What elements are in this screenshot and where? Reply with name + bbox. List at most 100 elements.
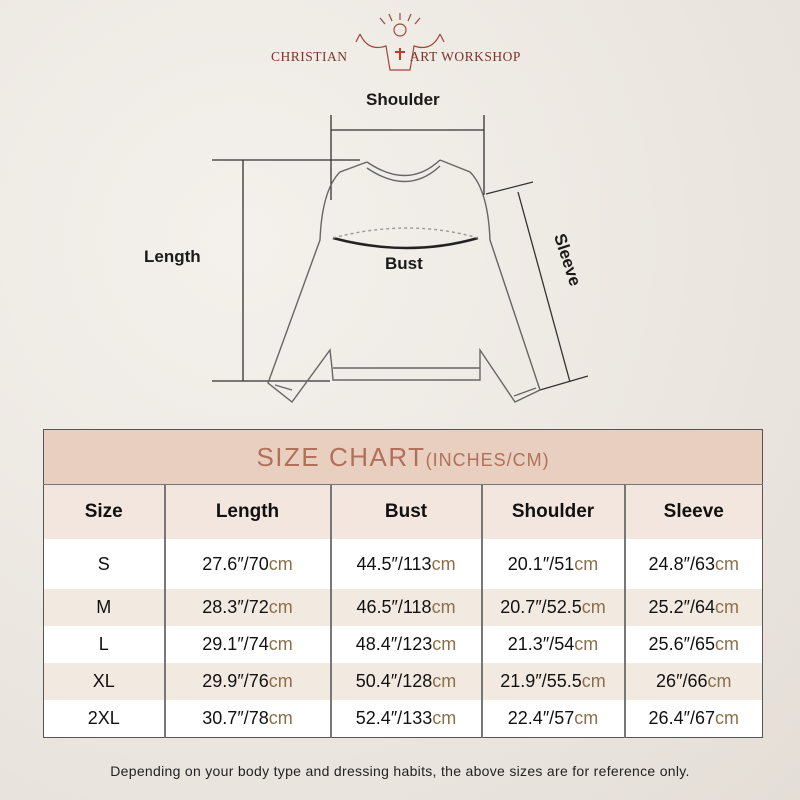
cm-unit: cm: [581, 597, 606, 617]
inch-mark: ″/: [237, 634, 249, 654]
cm-value: 72: [248, 597, 269, 617]
size-cell: L: [43, 626, 165, 663]
table-row: S 27.6″/70cm 44.5″/113cm 20.1″/51cm 24.8″/63…: [43, 539, 763, 589]
cm-unit: cm: [432, 671, 457, 691]
measurement-cell: 20.1″/51cm: [480, 539, 625, 589]
inch-mark: ″/: [542, 634, 555, 654]
inch-mark: ″/: [683, 553, 695, 574]
inch-value: 30.7: [202, 708, 238, 728]
cm-unit: cm: [431, 553, 456, 574]
cm-unit: cm: [432, 708, 457, 728]
inch-mark: ″/: [390, 708, 403, 728]
inch-value: 44.5: [356, 553, 392, 574]
inch-mark: ″/: [390, 634, 403, 654]
cm-unit: cm: [431, 597, 456, 617]
cm-unit: cm: [715, 634, 739, 654]
cm-value: 52.5: [546, 597, 582, 617]
cm-value: 55.5: [546, 671, 582, 691]
bust-label: Bust: [385, 254, 423, 273]
cm-unit: cm: [268, 634, 293, 654]
cm-unit: cm: [581, 671, 606, 691]
inch-mark: ″/: [542, 553, 555, 574]
measurement-cell: 29.1″/74cm: [163, 626, 331, 663]
cm-unit: cm: [707, 671, 732, 691]
sweater-outline: [267, 159, 541, 404]
inch-value: 28.3: [202, 597, 238, 617]
cm-unit: cm: [574, 634, 599, 654]
inch-mark: ″/: [237, 671, 249, 691]
inch-value: 21.3: [507, 634, 543, 654]
measurement-cell: 21.3″/54cm: [480, 626, 625, 663]
size-cell: M: [43, 589, 165, 626]
measurement-cell: 24.8″/63cm: [623, 539, 763, 589]
cm-value: 70: [248, 553, 269, 574]
inch-mark: ″/: [535, 671, 547, 691]
measurement-cell: 48.4″/123cm: [329, 626, 482, 663]
inch-mark: ″/: [390, 671, 403, 691]
inch-mark: ″/: [683, 634, 695, 654]
inch-mark: ″/: [237, 597, 249, 617]
cm-unit: cm: [715, 708, 739, 728]
inch-value: 52.4: [355, 708, 391, 728]
inch-mark: ″/: [683, 708, 695, 728]
inch-value: 48.4: [355, 634, 391, 654]
cm-value: 67: [694, 708, 715, 728]
cm-value: 78: [248, 708, 269, 728]
inch-value: 26.4: [648, 708, 684, 728]
measurement-cell: 46.5″/118cm: [329, 589, 482, 626]
inch-value: 20.1: [507, 553, 543, 574]
brand-name-right: ART WORKSHOP: [410, 49, 521, 64]
measurement-cell: 25.6″/65cm: [623, 626, 763, 663]
measurement-cell: 44.5″/113cm: [329, 539, 482, 589]
cm-unit: cm: [715, 553, 739, 574]
cm-unit: cm: [432, 634, 457, 654]
cm-unit: cm: [715, 597, 739, 617]
table-row: XL 29.9″/76cm 50.4″/128cm 21.9″/55.5cm 26″/6…: [43, 663, 763, 700]
shoulder-label: Shoulder: [366, 90, 440, 109]
title-text: SIZE CHART: [256, 441, 426, 472]
table-row: L 29.1″/74cm 48.4″/123cm 21.3″/54cm 25.6″/65…: [43, 626, 763, 663]
cm-value: 118: [402, 597, 432, 617]
inch-value: 25.6: [648, 634, 684, 654]
title-units: (INCHES/CM): [425, 449, 550, 470]
inch-value: 24.8: [648, 553, 684, 574]
inch-value: 22.4: [507, 708, 543, 728]
measurement-cell: 50.4″/128cm: [329, 663, 482, 700]
cm-value: 128: [402, 671, 433, 691]
measurement-cell: 22.4″/57cm: [480, 700, 625, 738]
measurement-cell: 25.2″/64cm: [623, 589, 763, 626]
sweater-diagram: [212, 115, 589, 404]
inch-mark: ″/: [391, 553, 403, 574]
inch-mark: ″/: [542, 708, 555, 728]
measurement-cell: 52.4″/133cm: [329, 700, 482, 738]
cm-value: 54: [554, 634, 575, 654]
jesus-logo-icon: [355, 13, 445, 71]
header-shoulder: Shoulder: [480, 484, 625, 539]
cm-value: 76: [248, 671, 269, 691]
inch-mark: ″/: [391, 597, 403, 617]
inch-value: 21.9: [500, 671, 536, 691]
measurement-cell: 28.3″/72cm: [163, 589, 331, 626]
sleeve-measure-line: [517, 191, 571, 383]
brand-name-left: CHRISTIAN: [271, 49, 348, 64]
inch-mark: ″/: [535, 597, 547, 617]
measurement-cell: 29.9″/76cm: [163, 663, 331, 700]
inch-mark: ″/: [237, 553, 249, 574]
cm-value: 51: [554, 553, 575, 574]
cm-unit: cm: [268, 553, 293, 574]
cm-value: 65: [694, 634, 715, 654]
inch-value: 29.1: [202, 634, 238, 654]
size-cell: S: [43, 539, 165, 589]
cm-value: 133: [402, 708, 433, 728]
table-row: M 28.3″/72cm 46.5″/118cm 20.7″/52.5cm 25.2″/…: [43, 589, 763, 626]
length-label: Length: [144, 247, 201, 266]
size-chart-title: SIZE CHART(INCHES/CM): [43, 429, 763, 485]
inch-value: 26: [656, 671, 677, 691]
table-row: 2XL 30.7″/78cm 52.4″/133cm 22.4″/57cm 26.4″/…: [43, 700, 763, 738]
measurement-cell: 26″/66cm: [623, 663, 763, 700]
cm-value: 57: [554, 708, 575, 728]
inch-value: 25.2: [648, 597, 684, 617]
cm-value: 113: [402, 553, 432, 574]
measurement-cell: 26.4″/67cm: [623, 700, 763, 738]
measurement-cell: 20.7″/52.5cm: [480, 589, 625, 626]
